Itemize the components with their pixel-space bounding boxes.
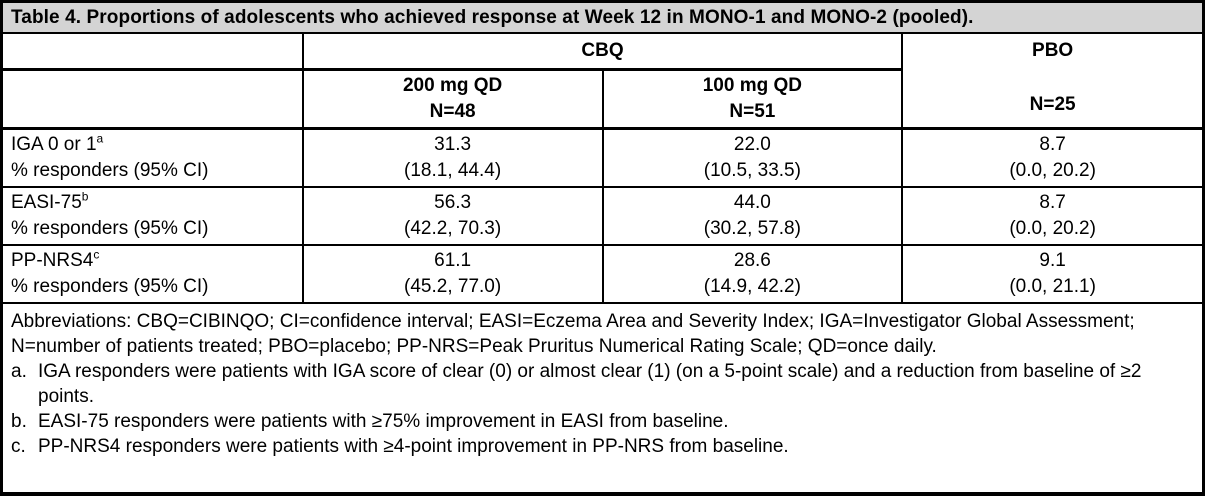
endpoint-sublabel: % responders (95% CI) [11,275,209,297]
cbq-group-label: CBQ [581,39,624,61]
ci-value: (0.0, 21.1) [1009,275,1096,297]
ci-value: (42.2, 70.3) [404,217,502,239]
endpoint-name: IGA 0 or 1 [11,133,97,155]
ci-value: (14.9, 42.2) [703,275,801,297]
table-row-ppnrs4: PP-NRS4c % responders (95% CI) 61.1 (45.… [3,243,1202,304]
row-label-iga: IGA 0 or 1a % responders (95% CI) [3,127,304,188]
endpoint-sublabel: % responders (95% CI) [11,217,209,239]
col-header-200mg: 200 mg QD N=48 [301,68,604,130]
value-easi75-cbq200: 56.3 (42.2, 70.3) [301,185,604,246]
row-label-ppnrs4: PP-NRS4c % responders (95% CI) [3,243,304,304]
footnote-a-text: IGA responders were patients with IGA sc… [38,360,1142,407]
table-row-easi75: EASI-75b % responders (95% CI) 56.3 (42.… [3,185,1202,246]
value-iga-cbq200: 31.3 (18.1, 44.4) [301,127,604,188]
header-row-doses: 200 mg QD N=48 100 mg QD N=51 [3,68,1202,130]
footnote-a-marker: a. [11,360,27,382]
footnote-ref-b: b [81,189,89,204]
pct-value: 61.1 [434,249,472,271]
value-easi75-cbq100: 44.0 (30.2, 57.8) [601,185,904,246]
blank-header-cell-2 [3,68,304,130]
footnote-a: a. IGA responders were patients with IGA… [11,359,1194,409]
footnote-ref-c: c [93,247,100,262]
footnote-b-marker: b. [11,410,27,432]
table-body: CBQ PBO N=25 200 mg QD N=48 100 mg QD N=… [3,34,1202,492]
ci-value: (0.0, 20.2) [1009,217,1096,239]
results-table: CBQ PBO N=25 200 mg QD N=48 100 mg QD N=… [3,34,1202,492]
endpoint-name: PP-NRS4 [11,249,94,271]
endpoint-name: EASI-75 [11,191,82,213]
table-title-bar: Table 4. Proportions of adolescents who … [3,3,1202,34]
value-easi75-pbo: 8.7 (0.0, 20.2) [901,185,1202,246]
value-ppnrs4-cbq200: 61.1 (45.2, 77.0) [301,243,604,304]
abbreviations-text: Abbreviations: CBQ=CIBINQO; CI=confidenc… [11,310,1135,357]
footnote-c-text: PP-NRS4 responders were patients with ≥4… [38,435,789,457]
pct-value: 9.1 [1039,249,1066,271]
endpoint-label: PP-NRS4c [11,248,298,274]
footnote-ref-a: a [96,131,104,146]
dose-100-label: 100 mg QD [702,74,802,96]
footnote-c: c. PP-NRS4 responders were patients with… [11,434,1194,459]
pct-value: 8.7 [1039,191,1066,213]
endpoint-sublabel: % responders (95% CI) [11,159,209,181]
dose-200-n-count: N=48 [429,100,476,122]
pct-value: 31.3 [434,133,472,155]
blank-header-cell-1 [3,34,304,71]
value-ppnrs4-pbo: 9.1 (0.0, 21.1) [901,243,1202,304]
pct-value: 44.0 [733,191,771,213]
row-label-easi75: EASI-75b % responders (95% CI) [3,185,304,246]
pbo-n-count: N=25 [1029,94,1076,115]
endpoint-label: EASI-75b [11,190,298,216]
dose-200-label: 200 mg QD [402,74,503,96]
pct-value: 8.7 [1039,133,1066,155]
table-row-iga: IGA 0 or 1a % responders (95% CI) 31.3 (… [3,127,1202,188]
value-ppnrs4-cbq100: 28.6 (14.9, 42.2) [601,243,904,304]
table-title: Table 4. Proportions of adolescents who … [11,6,974,28]
ci-value: (30.2, 57.8) [703,217,801,239]
dose-100-n-count: N=51 [729,100,776,122]
pct-value: 28.6 [733,249,771,271]
ci-value: (45.2, 77.0) [404,275,502,297]
table-footer-row: Abbreviations: CBQ=CIBINQO; CI=confidenc… [3,301,1202,492]
footnote-c-marker: c. [11,435,26,457]
col-header-100mg: 100 mg QD N=51 [601,68,903,130]
cbq-group-header-cell: CBQ [301,34,904,71]
pct-value: 56.3 [434,191,472,213]
value-iga-pbo: 8.7 (0.0, 20.2) [901,127,1202,188]
pct-value: 22.0 [733,133,771,155]
endpoint-label: IGA 0 or 1a [11,132,298,158]
pbo-label: PBO [1032,40,1074,61]
pbo-header-cell: PBO N=25 [901,34,1202,130]
footnote-b: b. EASI-75 responders were patients with… [11,409,1194,434]
header-row-group: CBQ PBO N=25 [3,34,1202,130]
value-iga-cbq100: 22.0 (10.5, 33.5) [601,127,904,188]
ci-value: (18.1, 44.4) [404,159,502,181]
ci-value: (0.0, 20.2) [1009,159,1096,181]
table-footer-cell: Abbreviations: CBQ=CIBINQO; CI=confidenc… [3,301,1202,492]
ci-value: (10.5, 33.5) [703,159,801,181]
footnote-b-text: EASI-75 responders were patients with ≥7… [38,410,729,432]
